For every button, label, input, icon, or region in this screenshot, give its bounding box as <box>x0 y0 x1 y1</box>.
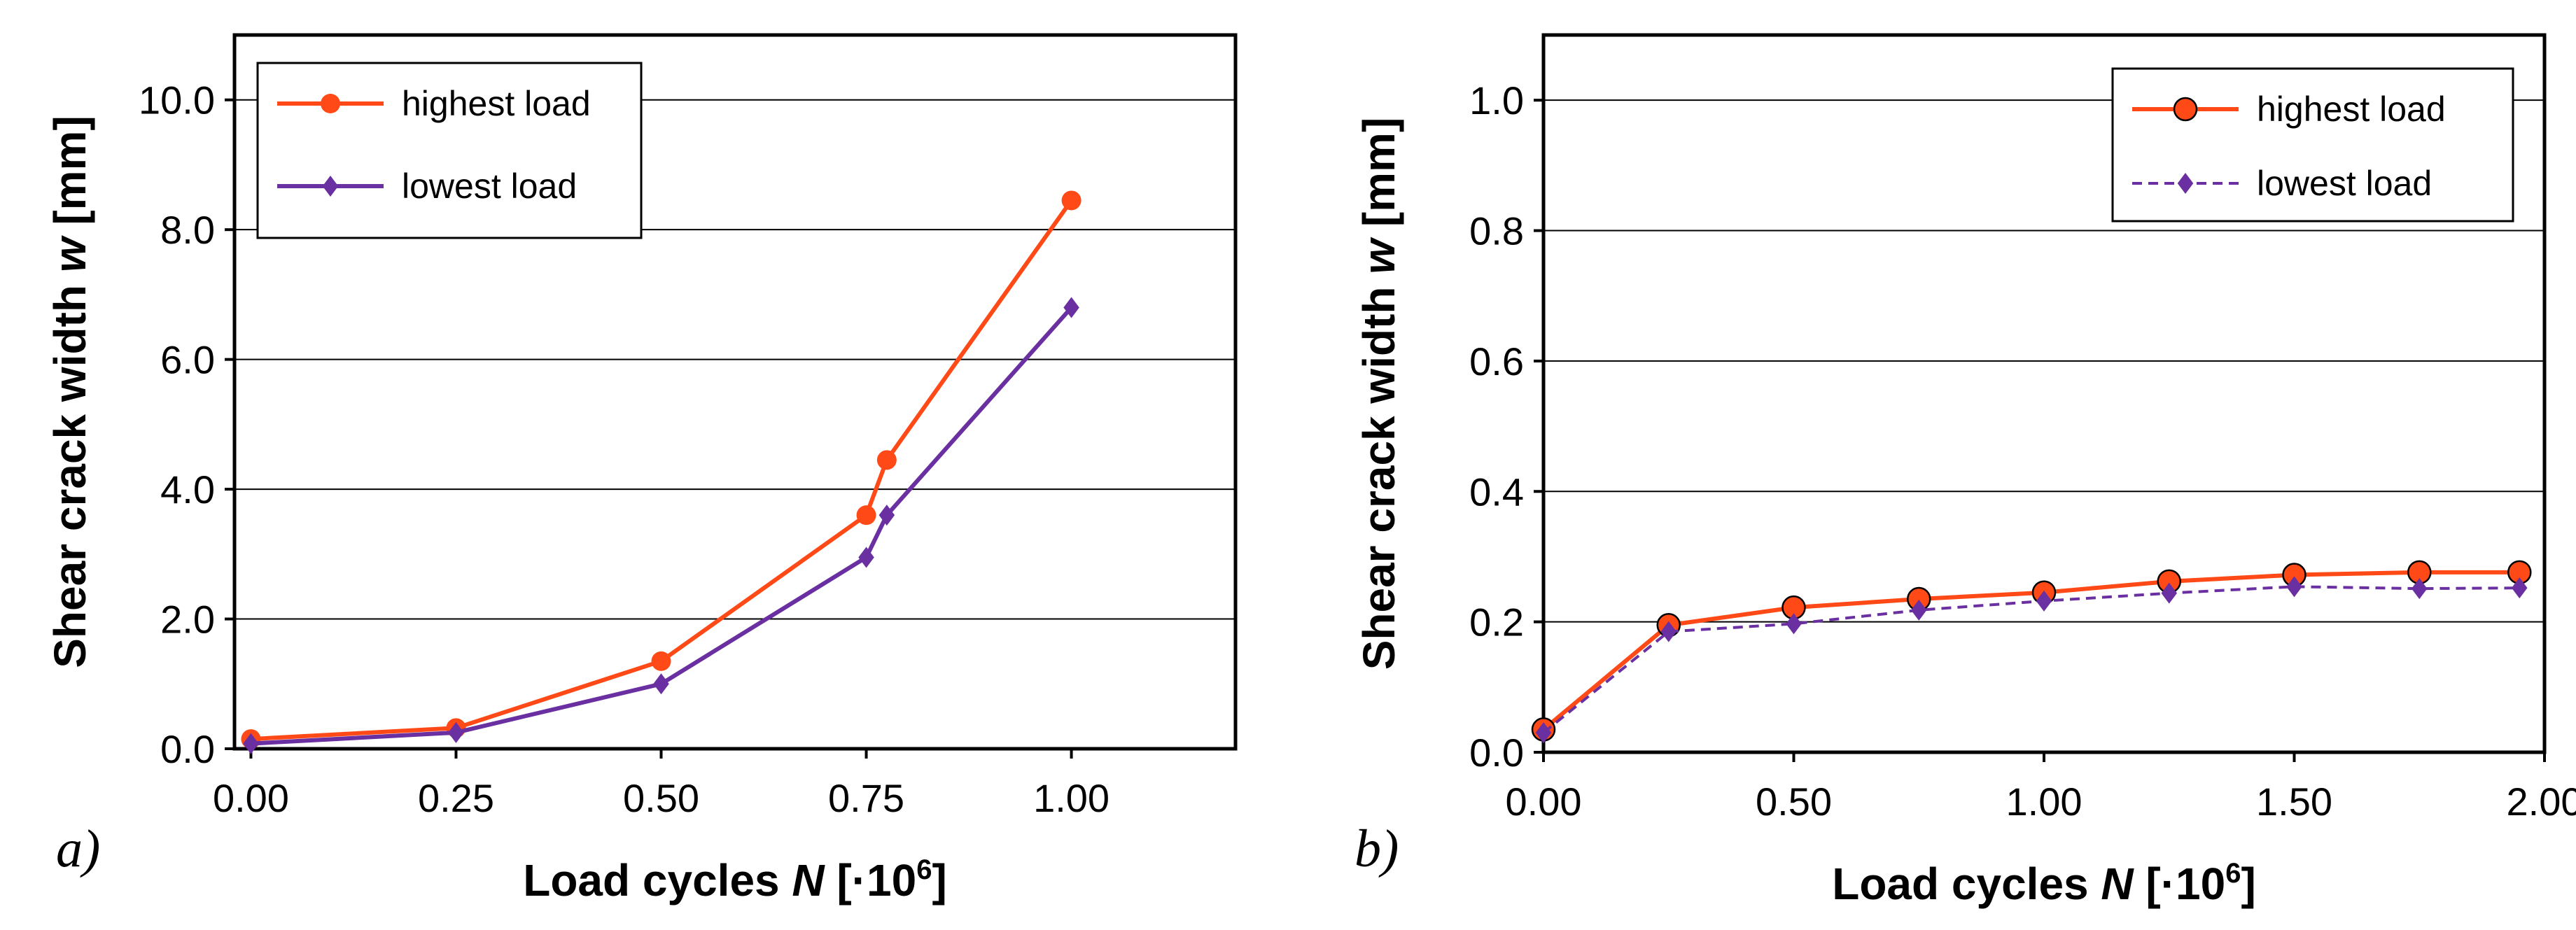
legend-label: highest load <box>402 84 591 123</box>
legend: highest load lowest load <box>2113 69 2513 221</box>
x-tick-label: 0.00 <box>1506 780 1582 824</box>
y-tick-label: 4.0 <box>160 467 215 512</box>
x-tick-label: 1.00 <box>1033 776 1110 820</box>
y-tick-label: 0.8 <box>1469 209 1524 253</box>
y-tick-label: 0.6 <box>1469 339 1524 383</box>
x-tick-label: 0.00 <box>213 776 289 820</box>
panel-label: b) <box>1354 819 1399 878</box>
x-tick-label: 0.75 <box>828 776 904 820</box>
data-point <box>877 450 897 470</box>
chart-panel-b: 0.0 0.2 0.4 0.6 0.8 1.0 0.00 0.50 1.00 1.50 2.00 Lo… <box>1354 35 2576 909</box>
legend-swatch-marker <box>2174 98 2197 120</box>
x-tick-label: 1.00 <box>2006 780 2082 824</box>
legend-label: lowest load <box>2257 164 2432 203</box>
x-tick-label: 0.25 <box>418 776 494 820</box>
x-axis-label: Load cycles N [·106] <box>523 854 947 906</box>
x-tick-label: 1.50 <box>2256 780 2332 824</box>
y-tick-label: 2.0 <box>160 598 215 642</box>
data-point <box>653 673 669 694</box>
legend-swatch-marker <box>321 94 340 113</box>
legend-label: lowest load <box>402 167 577 206</box>
x-tick-label: 0.50 <box>1756 780 1832 824</box>
y-axis-label: Shear crack width w [mm] <box>1354 118 1404 670</box>
x-tick-label: 2.00 <box>2507 780 2576 824</box>
data-point <box>1062 190 1082 210</box>
y-tick-label: 10.0 <box>139 78 215 122</box>
y-tick-label: 0.0 <box>160 727 215 771</box>
y-tick-label: 0.4 <box>1469 470 1524 514</box>
y-tick-label: 0.0 <box>1469 731 1524 775</box>
y-tick-label: 6.0 <box>160 338 215 382</box>
panel-label: a) <box>56 819 100 878</box>
y-tick-label: 8.0 <box>160 208 215 252</box>
data-point <box>652 651 671 671</box>
series-line <box>1544 572 2519 730</box>
x-axis-label: Load cycles N [·106] <box>1832 858 2256 909</box>
series-highest-load <box>241 190 1081 749</box>
chart-panel-a: 0.0 2.0 4.0 6.0 8.0 10.0 0.00 0.25 0.50 0.75 1.00 L… <box>45 35 1236 906</box>
y-tick-label: 0.2 <box>1469 600 1524 644</box>
legend: highest load lowest load <box>258 63 641 238</box>
y-tick-label: 1.0 <box>1469 78 1524 122</box>
y-axis-label: Shear crack width w [mm] <box>45 115 95 668</box>
series-lowest-load <box>1536 576 2528 743</box>
x-tick-label: 0.50 <box>623 776 699 820</box>
data-point <box>857 505 876 525</box>
legend-label: highest load <box>2257 90 2446 129</box>
series-line <box>1544 586 2519 733</box>
